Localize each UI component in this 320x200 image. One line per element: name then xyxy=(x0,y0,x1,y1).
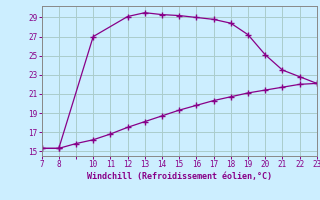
X-axis label: Windchill (Refroidissement éolien,°C): Windchill (Refroidissement éolien,°C) xyxy=(87,172,272,181)
